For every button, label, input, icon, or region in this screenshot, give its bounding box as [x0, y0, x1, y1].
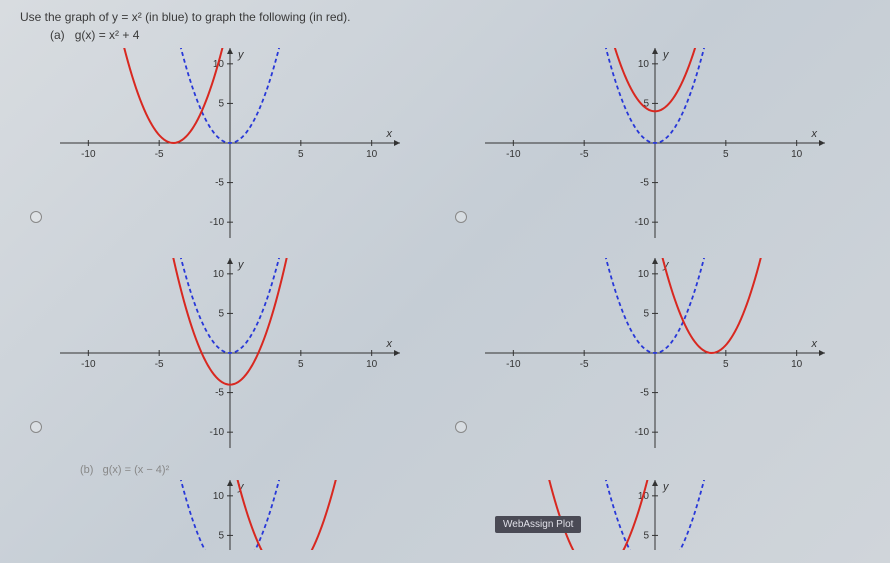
- graph-option-5[interactable]: -10-5510-10-5510xy: [60, 480, 420, 550]
- svg-text:-10: -10: [210, 427, 225, 438]
- svg-text:10: 10: [791, 149, 803, 160]
- radio-icon[interactable]: [30, 211, 42, 223]
- question-main: Use the graph of y = x² (in blue) to gra…: [20, 10, 870, 24]
- svg-text:-10: -10: [506, 149, 521, 160]
- question-part-a: (a) g(x) = x² + 4: [50, 28, 870, 42]
- graph-svg-6: -10-5510-10-5510xy: [485, 480, 825, 550]
- svg-text:-5: -5: [580, 149, 589, 160]
- svg-text:5: 5: [723, 149, 729, 160]
- svg-text:10: 10: [366, 359, 378, 370]
- svg-text:-10: -10: [81, 359, 96, 370]
- radio-icon[interactable]: [455, 211, 467, 223]
- svg-text:5: 5: [723, 359, 729, 370]
- svg-text:y: y: [662, 481, 670, 493]
- graph-svg-4: -10-5510-10-5510xy: [485, 258, 825, 448]
- graph-svg-3: -10 -5 5 10 -10 -5 5 10 x y: [60, 258, 400, 448]
- svg-text:10: 10: [638, 59, 650, 70]
- svg-text:10: 10: [213, 491, 225, 502]
- svg-text:-5: -5: [155, 149, 164, 160]
- svg-text:x: x: [386, 338, 393, 350]
- radio-icon[interactable]: [455, 421, 467, 433]
- part-b-label: (b): [80, 464, 93, 476]
- svg-text:-10: -10: [81, 149, 96, 160]
- graph-option-6[interactable]: -10-5510-10-5510xy: [485, 480, 845, 550]
- svg-text:5: 5: [218, 308, 224, 319]
- svg-text:10: 10: [638, 269, 650, 280]
- svg-text:-5: -5: [640, 388, 649, 399]
- graph-option-1[interactable]: -10-5510-10-5510xy: [60, 48, 420, 248]
- graph-options-grid: -10 -5 5 10 -10 -5 5 10 x y -10 -5 5 10 -10 -5 5 10 x y -1…: [60, 48, 870, 458]
- svg-text:-5: -5: [215, 178, 224, 189]
- question-part-b: (b) g(x) = (x − 4)²: [80, 464, 870, 476]
- svg-text:5: 5: [643, 308, 649, 319]
- webassign-tooltip: WebAssign Plot: [495, 516, 581, 533]
- svg-text:5: 5: [218, 530, 224, 541]
- svg-text:y: y: [237, 259, 245, 271]
- graph-svg-5: -10-5510-10-5510xy: [60, 480, 400, 550]
- part-b-func: g(x) = (x − 4)²: [103, 464, 170, 476]
- part-a-label: (a): [50, 28, 65, 42]
- svg-text:-5: -5: [580, 359, 589, 370]
- graph-svg-2: -10-5510-10-5510xy: [485, 48, 825, 238]
- svg-text:-10: -10: [506, 359, 521, 370]
- svg-text:5: 5: [643, 530, 649, 541]
- svg-text:-10: -10: [635, 217, 650, 228]
- svg-text:x: x: [811, 128, 818, 140]
- svg-text:10: 10: [213, 269, 225, 280]
- svg-text:x: x: [386, 128, 393, 140]
- svg-text:-5: -5: [640, 178, 649, 189]
- svg-text:x: x: [811, 338, 818, 350]
- svg-text:5: 5: [298, 359, 304, 370]
- svg-text:5: 5: [298, 149, 304, 160]
- svg-text:5: 5: [218, 98, 224, 109]
- svg-text:-5: -5: [155, 359, 164, 370]
- svg-text:-10: -10: [635, 427, 650, 438]
- graph-option-3[interactable]: -10 -5 5 10 -10 -5 5 10 x y: [60, 258, 420, 458]
- svg-text:10: 10: [791, 359, 803, 370]
- graph-option-2[interactable]: -10-5510-10-5510xy: [485, 48, 845, 248]
- graph-svg-1: -10-5510-10-5510xy: [60, 48, 400, 238]
- graph-options-grid-b: -10-5510-10-5510xy -10-5510-10-5510xy: [60, 480, 870, 550]
- svg-text:y: y: [662, 49, 670, 61]
- svg-text:-10: -10: [210, 217, 225, 228]
- svg-text:10: 10: [366, 149, 378, 160]
- graph-option-4[interactable]: -10-5510-10-5510xy: [485, 258, 845, 458]
- svg-text:y: y: [237, 49, 245, 61]
- part-a-func: g(x) = x² + 4: [75, 28, 140, 42]
- svg-text:-5: -5: [215, 388, 224, 399]
- radio-icon[interactable]: [30, 421, 42, 433]
